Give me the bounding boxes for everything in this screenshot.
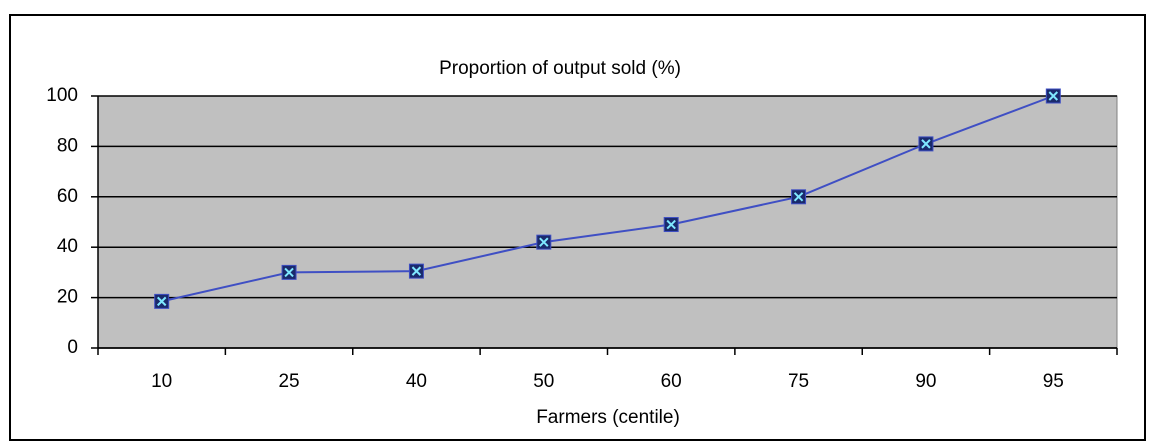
marker-part xyxy=(411,266,422,276)
y-tick-label: 100 xyxy=(46,85,78,106)
marker xyxy=(791,189,807,205)
x-tick-label: 95 xyxy=(1043,371,1064,392)
marker xyxy=(1045,88,1061,104)
y-tick-label: 40 xyxy=(57,236,78,257)
marker xyxy=(281,264,297,280)
y-tick-label: 0 xyxy=(67,337,78,358)
line xyxy=(161,95,1054,303)
x-tick-label: 60 xyxy=(661,371,682,392)
marker-part xyxy=(539,237,549,247)
plot-area xyxy=(97,95,1118,349)
marker xyxy=(663,217,679,233)
marker-part xyxy=(284,267,294,278)
marker-part xyxy=(921,139,931,149)
x-tick-label: 75 xyxy=(788,371,809,392)
x-tick-label: 50 xyxy=(533,371,554,392)
marker xyxy=(154,293,170,309)
marker xyxy=(408,263,424,279)
x-axis-label: Farmers (centile) xyxy=(536,407,680,428)
x-tick-label: 10 xyxy=(151,371,172,392)
chart-title: Proportion of output sold (%) xyxy=(439,58,681,79)
x-tick-label: 40 xyxy=(406,371,427,392)
y-tick-label: 80 xyxy=(57,135,78,156)
marker-part xyxy=(1048,91,1059,101)
x-tick-label: 90 xyxy=(915,371,936,392)
marker-part xyxy=(793,192,804,202)
y-tick-label: 20 xyxy=(57,287,78,308)
marker xyxy=(918,136,934,152)
marker-part xyxy=(666,219,676,230)
marker-part xyxy=(156,296,167,307)
y-tick-label: 60 xyxy=(57,186,78,207)
x-tick-label: 25 xyxy=(278,371,299,392)
marker xyxy=(536,234,552,250)
